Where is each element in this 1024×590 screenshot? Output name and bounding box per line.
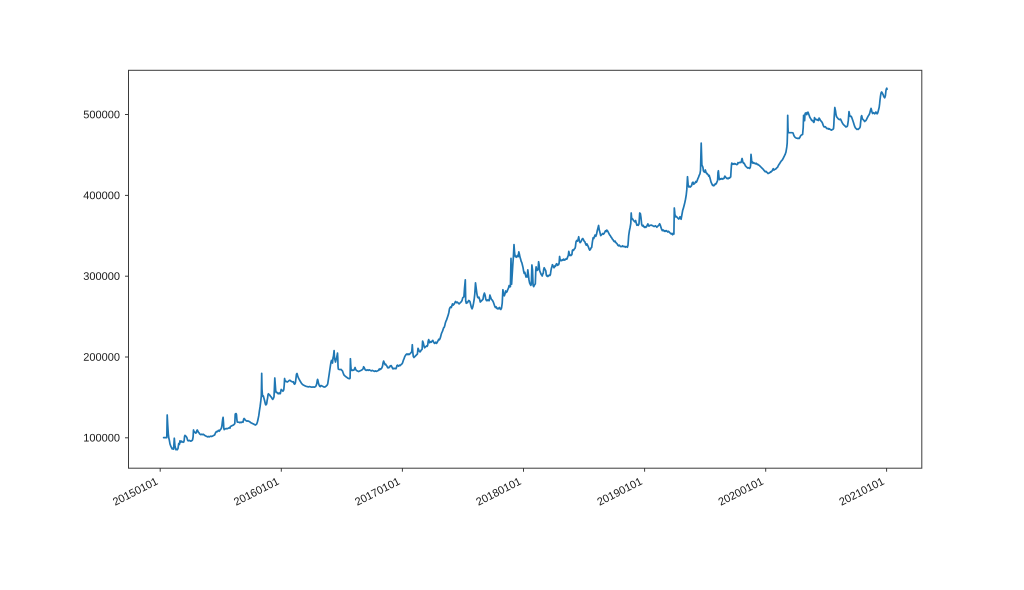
svg-text:100000: 100000 bbox=[83, 433, 120, 445]
svg-text:500000: 500000 bbox=[83, 109, 120, 121]
svg-text:300000: 300000 bbox=[83, 271, 120, 283]
svg-text:200000: 200000 bbox=[83, 352, 120, 364]
svg-text:400000: 400000 bbox=[83, 190, 120, 202]
